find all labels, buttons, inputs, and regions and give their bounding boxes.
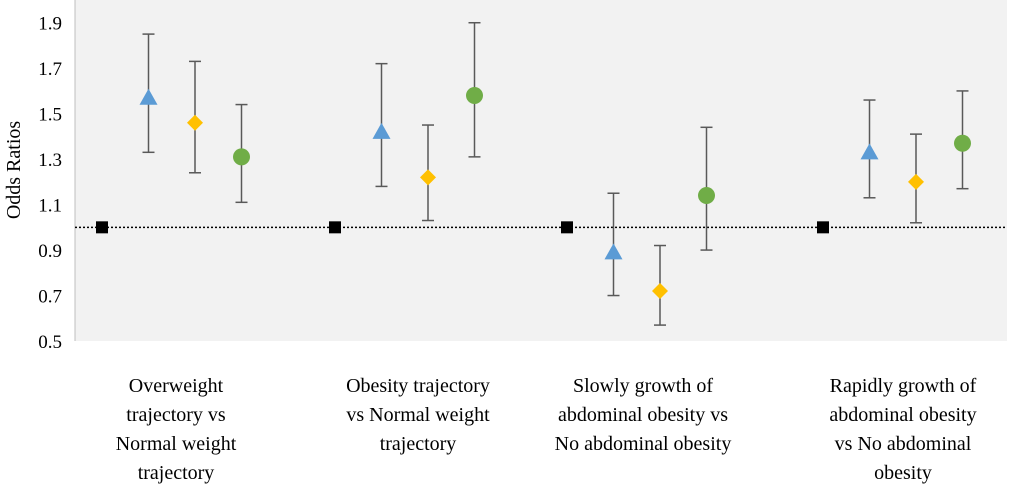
series-diamond-point [420,169,436,186]
series-triangle-point [860,143,879,160]
series-diamond-point [908,173,924,190]
y-tick-label: 0.9 [38,241,62,262]
category-label-line: trajectory [138,462,215,484]
reference-point [329,221,341,234]
category-label-line: trajectory vs [126,404,226,426]
category-label-line: vs Normal weight [346,404,490,426]
reference-point [96,221,108,234]
category-label-line: Rapidly growth of [830,375,977,397]
series-triangle-point [139,88,158,105]
reference-point [817,221,829,234]
category-label-line: Normal weight [116,433,237,455]
category-label-line: Slowly growth of [573,375,713,397]
category-label-line: abdominal obesity [829,404,976,426]
category-label-line: abdominal obesity vs [558,404,728,426]
series-diamond-point [652,282,668,299]
y-axis-label: Odds Ratios [3,121,25,220]
series-diamond-point [187,114,203,131]
y-tick-label: 1.5 [38,105,62,126]
series-triangle-point [604,243,623,260]
category-labels: Overweight trajectory vs Normal weight traj… [116,375,977,484]
y-tick-label: 1.1 [38,196,62,217]
category-label-line: Obesity trajectory [346,375,490,397]
y-tick-label: 1.9 [38,14,62,35]
category-label-line: Overweight [129,375,224,397]
y-tick-label: 1.7 [38,59,62,80]
y-tick-label: 1.3 [38,150,62,171]
y-ticks: 0.5 0.7 0.9 1.1 1.3 1.5 1.7 1.9 [38,14,62,353]
data-marks [96,21,971,326]
category-label-line: vs No abdominal [835,433,972,455]
series-circle-point [233,148,250,166]
series-triangle-point [372,122,391,139]
y-tick-label: 0.5 [38,332,62,353]
reference-point [561,221,573,234]
series-circle-point [466,86,483,104]
series-circle-point [698,187,715,205]
y-tick-label: 0.7 [38,287,62,308]
category-label-line: obesity [874,462,932,484]
category-label-line: No abdominal obesity [555,433,732,455]
plot-background [75,0,1007,341]
series-circle-point [954,134,971,152]
category-label-line: trajectory [380,433,457,455]
